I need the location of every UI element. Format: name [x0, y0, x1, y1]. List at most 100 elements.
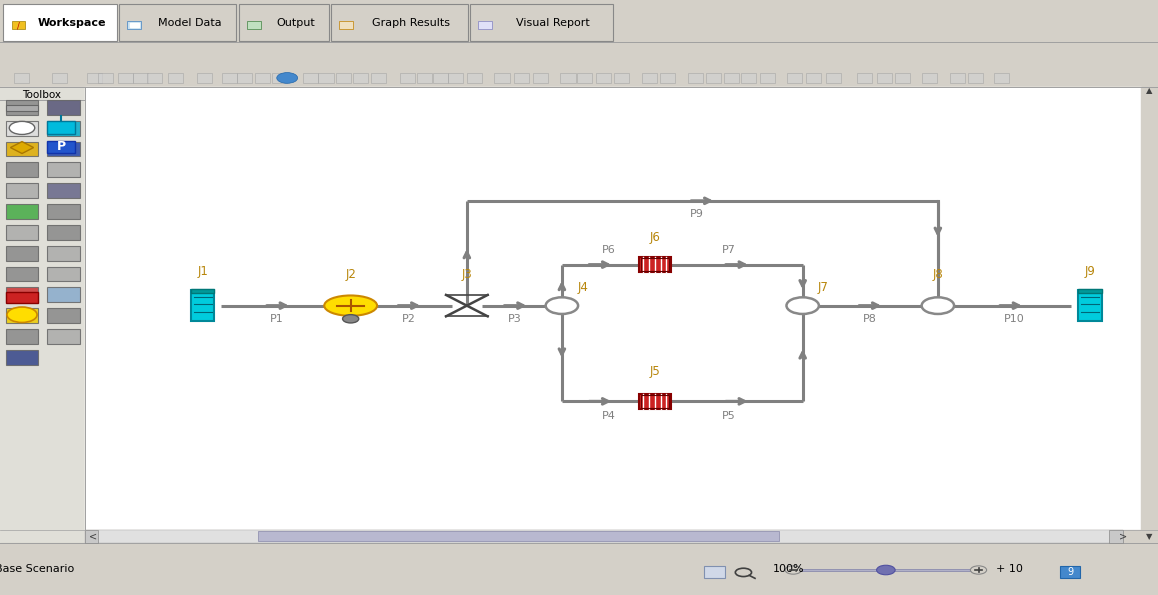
Text: P6: P6 — [601, 245, 615, 255]
Bar — [660, 73, 675, 83]
Text: ▲: ▲ — [1146, 86, 1152, 95]
Bar — [642, 73, 657, 83]
Circle shape — [7, 307, 37, 322]
Bar — [6, 204, 38, 219]
Bar — [895, 73, 910, 83]
Bar — [494, 73, 510, 83]
Bar — [353, 73, 368, 83]
Bar — [98, 73, 113, 83]
Bar — [596, 73, 611, 83]
Bar — [47, 225, 80, 240]
Text: Visual Report: Visual Report — [516, 18, 589, 28]
Text: J2: J2 — [345, 268, 357, 281]
Text: ▼: ▼ — [1146, 531, 1152, 541]
Bar — [47, 121, 75, 134]
Bar — [47, 142, 80, 156]
Text: P2: P2 — [402, 314, 416, 324]
Text: P4: P4 — [601, 411, 615, 421]
Bar — [239, 4, 329, 41]
Circle shape — [786, 298, 819, 314]
Text: Toolbox: Toolbox — [22, 90, 61, 100]
Bar — [303, 73, 318, 83]
Bar — [478, 21, 492, 29]
Bar — [133, 73, 148, 83]
Bar — [968, 73, 983, 83]
Bar — [237, 73, 252, 83]
Text: 9: 9 — [1067, 568, 1073, 577]
Text: P1: P1 — [270, 314, 284, 324]
Bar — [331, 4, 468, 41]
Bar — [47, 183, 80, 198]
Bar — [0, 0, 1158, 42]
Bar — [47, 121, 80, 136]
Text: P7: P7 — [721, 245, 735, 255]
Text: + 10: + 10 — [996, 564, 1023, 574]
Bar — [47, 162, 80, 177]
Bar — [197, 73, 212, 83]
Bar — [6, 121, 38, 136]
Bar — [191, 289, 214, 293]
Text: J9: J9 — [1085, 265, 1095, 278]
Bar — [147, 73, 162, 83]
Bar — [47, 287, 80, 302]
Text: P3: P3 — [507, 314, 521, 324]
Bar — [3, 4, 117, 41]
Circle shape — [785, 566, 801, 574]
Text: P8: P8 — [864, 314, 878, 324]
Bar — [1078, 289, 1101, 293]
Text: >: > — [1119, 531, 1128, 541]
Bar — [6, 100, 38, 115]
Bar — [614, 73, 629, 83]
Circle shape — [343, 315, 359, 323]
Bar — [12, 21, 25, 29]
Bar — [0, 543, 1158, 595]
Bar — [6, 105, 38, 111]
Bar — [448, 73, 463, 83]
Bar — [6, 246, 38, 261]
Bar — [14, 73, 29, 83]
Bar — [6, 292, 38, 303]
Bar — [47, 100, 80, 115]
Text: Output: Output — [276, 18, 315, 28]
Bar — [741, 73, 756, 83]
Bar — [222, 73, 237, 83]
Bar — [339, 21, 353, 29]
Bar — [1060, 566, 1080, 578]
Bar — [787, 73, 802, 83]
Text: Model Data: Model Data — [157, 18, 221, 28]
Text: P10: P10 — [1004, 314, 1025, 324]
Bar — [247, 21, 261, 29]
Bar — [6, 329, 38, 344]
Bar — [417, 73, 432, 83]
Bar — [640, 258, 668, 271]
Bar — [191, 290, 214, 321]
Bar — [6, 267, 38, 281]
Bar — [467, 73, 482, 83]
Bar — [806, 73, 821, 83]
Bar — [688, 73, 703, 83]
Text: P: P — [57, 140, 66, 154]
Bar — [877, 73, 892, 83]
Bar — [6, 142, 38, 156]
Bar — [577, 73, 592, 83]
Bar — [258, 531, 779, 541]
Bar — [6, 287, 38, 302]
Bar — [47, 329, 80, 344]
Bar — [1109, 530, 1123, 543]
Bar — [799, 569, 973, 571]
Bar — [47, 267, 80, 281]
Text: P9: P9 — [690, 209, 704, 220]
Text: J3: J3 — [462, 268, 472, 281]
Bar — [514, 73, 529, 83]
Bar — [1141, 87, 1158, 543]
Text: /: / — [17, 21, 20, 30]
Bar — [857, 73, 872, 83]
Bar — [826, 73, 841, 83]
Bar — [47, 204, 80, 219]
Bar — [640, 395, 668, 408]
Bar — [470, 4, 613, 41]
Bar — [638, 394, 670, 409]
Polygon shape — [10, 142, 34, 154]
Circle shape — [277, 73, 298, 83]
Bar — [994, 73, 1009, 83]
